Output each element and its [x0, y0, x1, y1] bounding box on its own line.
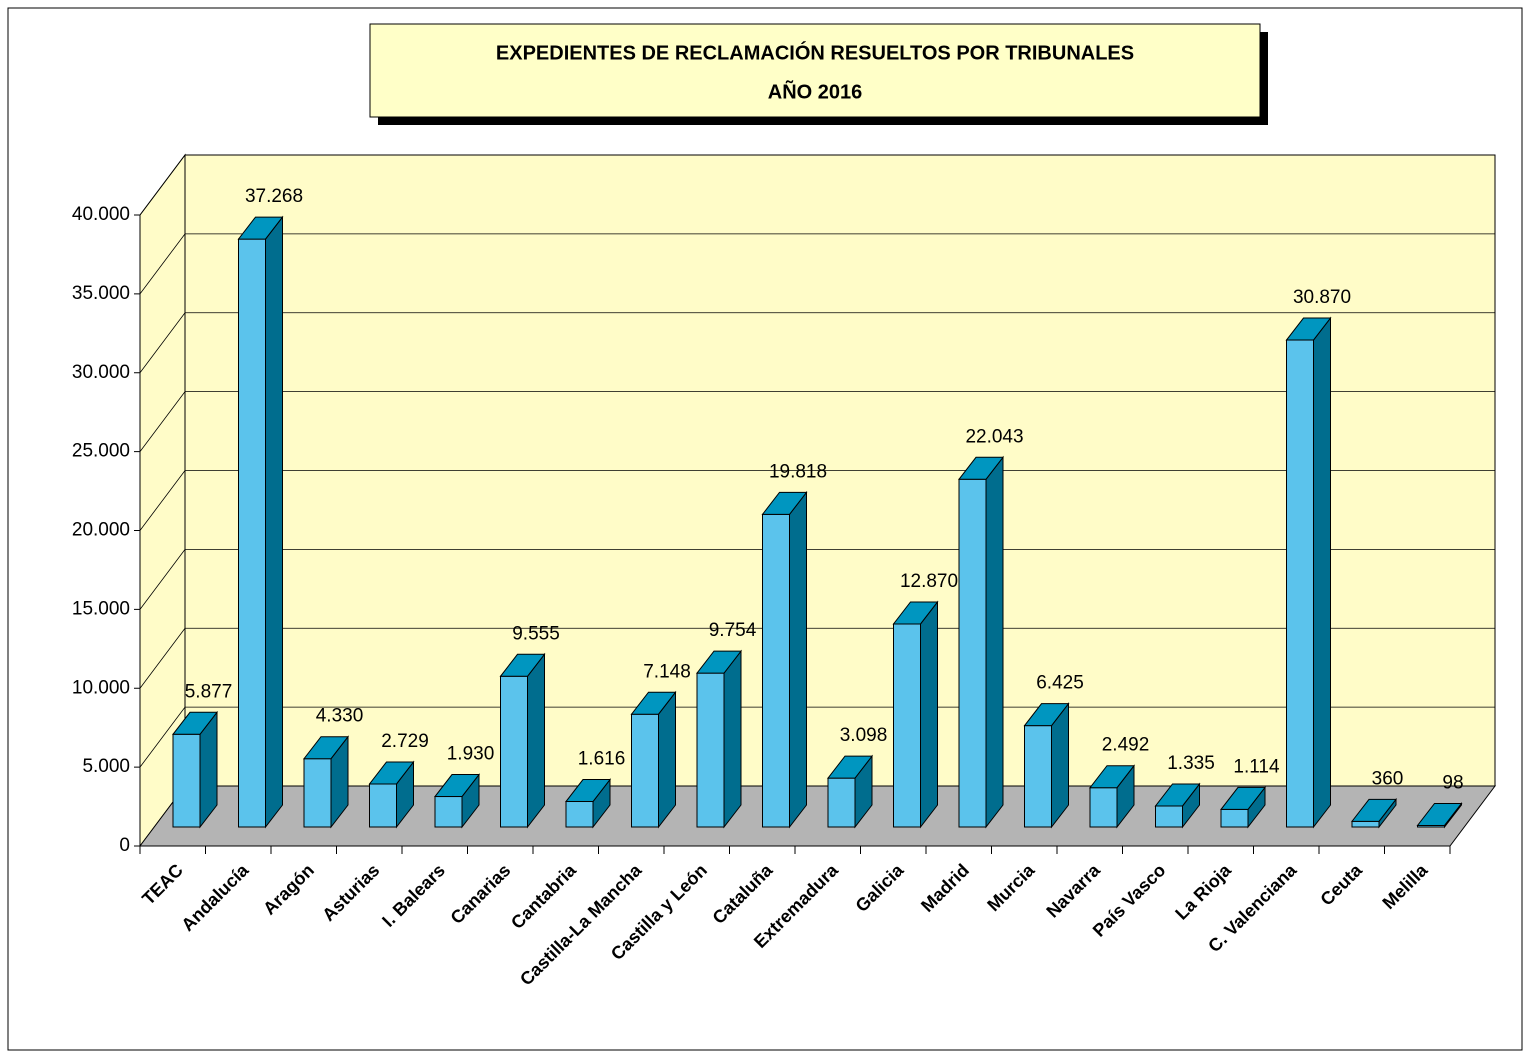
- value-label: 22.043: [965, 426, 1023, 447]
- value-label: 1.335: [1167, 753, 1215, 774]
- bar-side: [265, 215, 283, 829]
- value-label: 1.930: [447, 744, 495, 765]
- bar-top: [957, 456, 1005, 480]
- value-label: 3.098: [840, 725, 888, 746]
- bar-front: [369, 783, 397, 828]
- bar-side: [789, 490, 807, 829]
- bar-side: [723, 649, 742, 829]
- bar-top: [1088, 765, 1136, 789]
- bar-front: [172, 733, 201, 828]
- value-label: 37.268: [245, 186, 303, 207]
- bar-top: [695, 650, 743, 674]
- bar-front: [1024, 725, 1052, 828]
- bar-top: [630, 691, 677, 715]
- bar-front: [434, 796, 463, 828]
- bar-front: [500, 675, 528, 828]
- bar-top: [564, 779, 612, 803]
- grid-line: [139, 312, 1495, 373]
- value-label: 30.870: [1293, 287, 1351, 308]
- y-tick-label: 10.000: [72, 677, 130, 698]
- value-label: 9.754: [709, 620, 757, 641]
- bar-front: [565, 801, 594, 828]
- y-tick-label: 15.000: [72, 598, 130, 619]
- bar-top: [1023, 703, 1070, 727]
- bar-side: [527, 652, 545, 829]
- value-label: 360: [1372, 768, 1404, 789]
- bar-front: [893, 623, 921, 828]
- title-box: [369, 23, 1261, 118]
- bar-top: [499, 653, 546, 677]
- bar-front: [762, 513, 790, 828]
- bar-front: [631, 713, 659, 828]
- bar-top: [302, 736, 350, 760]
- bar-top: [237, 216, 284, 240]
- bar-front: [303, 758, 332, 828]
- bar-side: [985, 455, 1004, 829]
- value-label: 2.492: [1102, 735, 1150, 756]
- grid-line: [139, 233, 1495, 295]
- bar-front: [696, 672, 725, 828]
- y-tick-label: 30.000: [72, 362, 130, 383]
- bar-top: [368, 761, 415, 785]
- value-label: 1.616: [578, 749, 626, 770]
- grid-line: [139, 391, 1495, 452]
- value-label: 6.425: [1036, 673, 1084, 694]
- bar-top: [433, 774, 481, 798]
- y-tick-label: 20.000: [72, 520, 130, 541]
- bar-side: [1313, 316, 1331, 829]
- bar-front: [1089, 787, 1118, 828]
- value-label: 19.818: [769, 461, 827, 482]
- bar-front: [1351, 820, 1380, 828]
- bar-front: [1155, 805, 1183, 828]
- bar-top: [761, 491, 808, 515]
- value-label: 7.148: [643, 661, 691, 682]
- value-label: 5.877: [185, 681, 233, 702]
- y-tick-label: 40.000: [72, 204, 130, 225]
- y-tick-label: 35.000: [72, 283, 130, 304]
- bar-front: [958, 478, 987, 828]
- bar-top: [1154, 783, 1201, 807]
- chart-subtitle: AÑO 2016: [768, 80, 863, 103]
- bar-front: [1220, 808, 1249, 828]
- bar-front: [238, 238, 266, 828]
- bar-top: [826, 755, 874, 779]
- value-label: 98: [1442, 772, 1463, 793]
- bar-top: [1285, 317, 1332, 341]
- bar-side: [920, 600, 938, 829]
- grid-line: [139, 154, 1495, 216]
- value-label: 12.870: [900, 571, 958, 592]
- bar-top: [892, 601, 939, 625]
- grid-line: [139, 548, 1495, 610]
- y-tick-label: 0: [119, 835, 130, 856]
- value-label: 1.114: [1233, 756, 1280, 777]
- y-tick-label: 5.000: [82, 756, 130, 777]
- value-label: 4.330: [316, 706, 364, 727]
- bar-top: [171, 711, 219, 735]
- bar-top: [1219, 786, 1267, 810]
- bar-top: [1416, 802, 1463, 826]
- bar-front: [827, 777, 856, 828]
- grid-line: [139, 627, 1495, 689]
- value-label: 2.729: [381, 731, 429, 752]
- bar-side: [658, 690, 676, 829]
- value-label: 9.555: [512, 623, 560, 644]
- bar-top: [1350, 798, 1398, 822]
- grid-line: [139, 470, 1495, 531]
- bar-front: [1286, 339, 1314, 828]
- y-tick-label: 25.000: [72, 441, 130, 462]
- chart-title: EXPEDIENTES DE RECLAMACIÓN RESUELTOS POR…: [496, 40, 1134, 64]
